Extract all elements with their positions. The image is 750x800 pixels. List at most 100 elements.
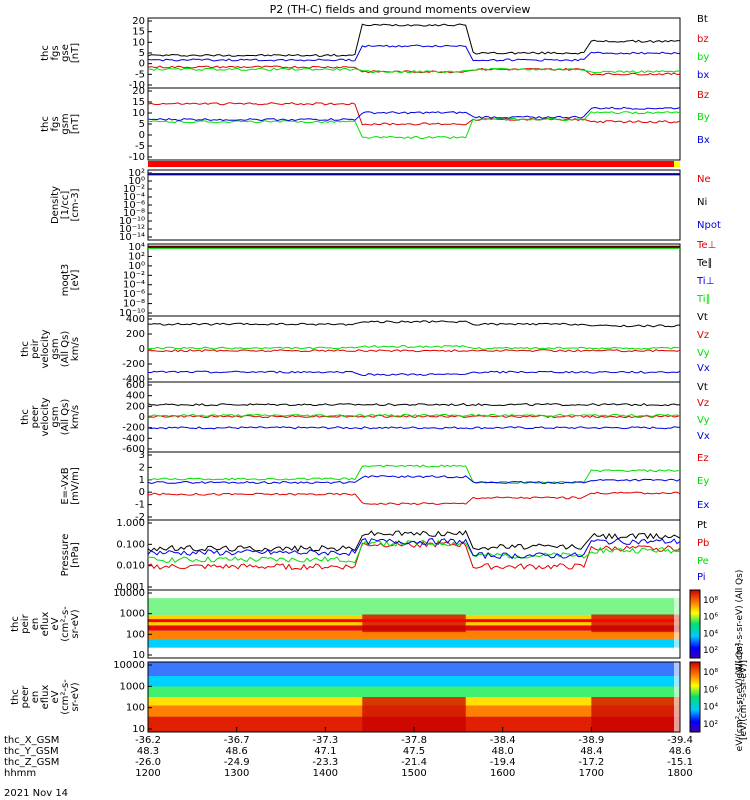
spectrogram-enhancement	[362, 614, 466, 633]
y-axis-label-line: thc	[40, 116, 51, 132]
y-tick-label: 10⁻⁸	[123, 208, 145, 219]
spectrogram-enhancement	[591, 614, 680, 633]
legend-entry: Vz	[697, 398, 709, 409]
y-axis-label-line: en	[30, 618, 41, 631]
spectrogram-band	[148, 638, 680, 648]
colorbar-tick-label: 10⁶	[703, 613, 718, 623]
y-tick-label: 600	[126, 380, 145, 391]
y-axis-label-line: thc	[20, 341, 31, 357]
colorbar-label: eV/(cm²-s-sr-eV) (All Qs)	[735, 643, 745, 752]
panel-6-traces	[147, 403, 681, 430]
y-tick-label: 10⁰	[128, 176, 145, 187]
x-tick-label-z: -15.1	[667, 757, 693, 768]
trace-Vt	[147, 320, 681, 328]
y-tick-label: 10000	[113, 588, 145, 599]
y-axis-label-line: velocity	[40, 329, 51, 368]
legend-entry: Pi	[697, 572, 706, 583]
y-tick-label: 10⁻¹²	[119, 224, 145, 235]
y-tick-label: 10⁻⁸	[123, 299, 145, 310]
y-tick-label: 3	[139, 450, 145, 461]
y-tick-label: 15	[132, 97, 145, 108]
y-axis-label: thcpeirenefluxeV(cm²-s-sr-eV)	[10, 606, 81, 642]
x-tick-label-z: -23.3	[312, 757, 338, 768]
y-tick-label: 20	[132, 16, 145, 27]
y-axis-label-line: peer	[20, 685, 31, 709]
x-axis-row-label: hhmm	[4, 768, 36, 779]
y-axis-label-line: (cm²-s-	[60, 679, 71, 715]
legend-entry: Pb	[697, 538, 709, 549]
y-tick-label: -10	[129, 80, 145, 91]
legend-entry: Pe	[697, 556, 709, 567]
y-axis-label-line: moqt3	[60, 264, 71, 297]
y-tick-label: 10²	[128, 251, 145, 262]
colorbar-tick-label: 10²	[703, 646, 718, 656]
trace-Vz	[147, 349, 681, 353]
y-tick-label: 10⁰	[128, 261, 145, 272]
panel-7-traces	[147, 464, 681, 506]
legend-entry: Bt	[697, 14, 708, 25]
x-tick-label-y: 47.1	[314, 746, 336, 757]
y-axis-label-line: eflux	[40, 685, 51, 710]
trace-Ey	[147, 464, 681, 485]
y-axis-label-line: km/s	[70, 337, 81, 361]
y-axis-label-line: Density	[50, 186, 61, 224]
spectrogram-band	[148, 686, 680, 697]
y-tick-label: 10	[132, 37, 145, 48]
x-tick-label-hhmm: 1200	[135, 768, 160, 779]
y-axis-label-line: thc	[10, 616, 21, 632]
y-tick-label: 200	[126, 401, 145, 412]
colorbar-scale	[689, 589, 701, 659]
y-tick-label: 1000	[120, 681, 145, 692]
colorbar-scale	[689, 661, 701, 733]
y-axis-label-line: [nT]	[70, 114, 81, 134]
y-axis-label: thcpeirvelocitygsm(All Qs)km/s	[20, 329, 81, 368]
x-tick-label-hhmm: 1500	[401, 768, 426, 779]
trace-Vt	[147, 403, 681, 407]
x-tick-label-y: 48.6	[669, 746, 691, 757]
y-tick-label: -400	[122, 374, 145, 385]
spectrogram-gap	[674, 590, 680, 658]
legend-entry: Npot	[697, 220, 721, 231]
colorbar-1: 10⁸ 10⁶ 10⁴ 10² eV/(cm²-s-sr-eV) (All Qs)	[689, 570, 745, 678]
y-axis-label-line: gse	[60, 44, 71, 62]
trace-Ex	[147, 475, 681, 485]
y-axis-label-line: peer	[30, 405, 41, 429]
x-tick-label-x: -38.9	[578, 735, 604, 746]
y-axis-label-line: [nT]	[70, 43, 81, 63]
panel-frame	[147, 519, 681, 591]
y-tick-label: 0.010	[116, 561, 145, 572]
legend-entry: Vx	[697, 431, 710, 442]
y-axis-label-line: peir	[30, 338, 41, 358]
legend-entry: Ez	[697, 453, 709, 464]
y-tick-label: 10⁻⁴	[123, 280, 145, 291]
y-tick-label: 10⁴	[128, 242, 145, 253]
x-tick-label-x: -36.2	[135, 735, 161, 746]
panel-8-traces	[147, 529, 681, 571]
y-tick-label: -200	[122, 359, 145, 370]
legend-entry: Vt	[697, 312, 708, 323]
y-axis-label-line: (All Qs)	[60, 331, 71, 368]
trace-Pb	[147, 540, 681, 571]
y-axis-label-line: (All Qs)	[60, 399, 71, 436]
panel-7: 32 10 -1-2 E=-VxB[mV/m] Ez Ey Ex	[60, 450, 709, 523]
panel-frame	[147, 451, 681, 521]
y-axis-label: thcfgsgsm[nT]	[40, 113, 81, 134]
x-axis-row-label: thc_Y_GSM	[4, 746, 59, 757]
y-axis-label: thcpeervelocitygsm(All Qs)km/s	[20, 397, 81, 436]
y-tick-label: 10⁻⁴	[123, 192, 145, 203]
y-tick-label: -600	[122, 444, 145, 455]
legend-entry: bz	[697, 34, 709, 45]
legend-entry: Te∥	[696, 258, 713, 269]
y-tick-label: 0	[139, 130, 145, 141]
y-axis-label: thcfgsgse[nT]	[40, 43, 81, 63]
legend-entry: bx	[697, 70, 709, 81]
legend-entry: Ne	[697, 174, 711, 185]
panel-5-traces	[147, 320, 681, 377]
y-axis-label-line: gsm	[50, 406, 61, 427]
y-axis-label-line: km/s	[70, 405, 81, 429]
y-tick-label: 2	[139, 462, 145, 473]
y-axis-label-line: sr-eV)	[70, 682, 81, 711]
